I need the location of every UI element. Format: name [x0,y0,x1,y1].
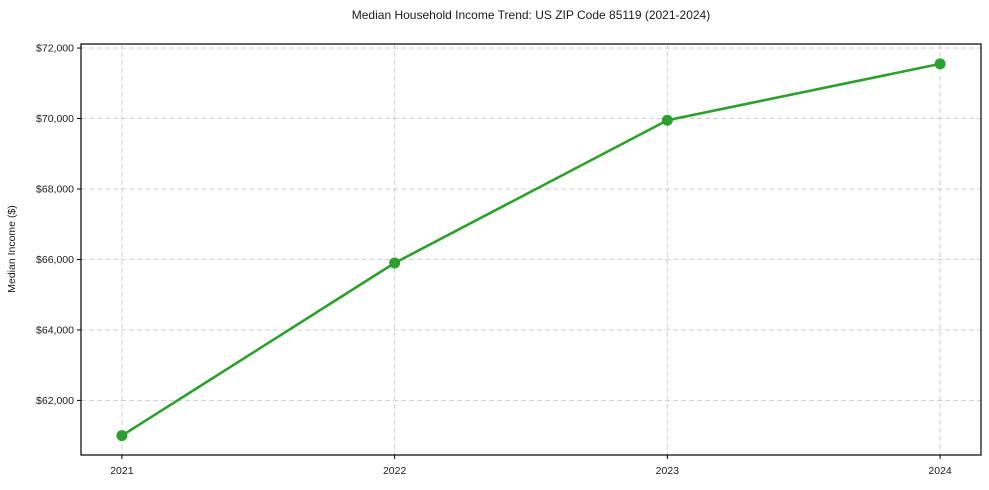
y-tick-label: $66,000 [36,254,74,266]
x-tick-label: 2021 [110,465,134,477]
x-tick-label: 2023 [656,465,680,477]
plot-area: $62,000 $64,000 $66,000 $68,000 $70,000 $72,0… [36,43,982,477]
x-tick-label: 2024 [928,465,952,477]
data-point-2021 [116,430,128,442]
plot-border [80,43,982,456]
chart-title: Median Household Income Trend: US ZIP Co… [351,8,711,22]
data-point-2023 [661,114,673,126]
y-tick-label: $70,000 [36,113,74,125]
data-point-2022 [389,257,401,269]
y-tick-label: $64,000 [36,324,74,336]
y-tick-label: $62,000 [36,395,74,407]
y-axis-label: Median Income ($) [6,205,18,293]
data-point-2024 [934,58,946,70]
y-tick-label: $72,000 [36,43,74,55]
income-trend-line [121,62,941,437]
y-tick-label: $68,000 [36,183,74,195]
x-tick-label: 2022 [383,465,407,477]
